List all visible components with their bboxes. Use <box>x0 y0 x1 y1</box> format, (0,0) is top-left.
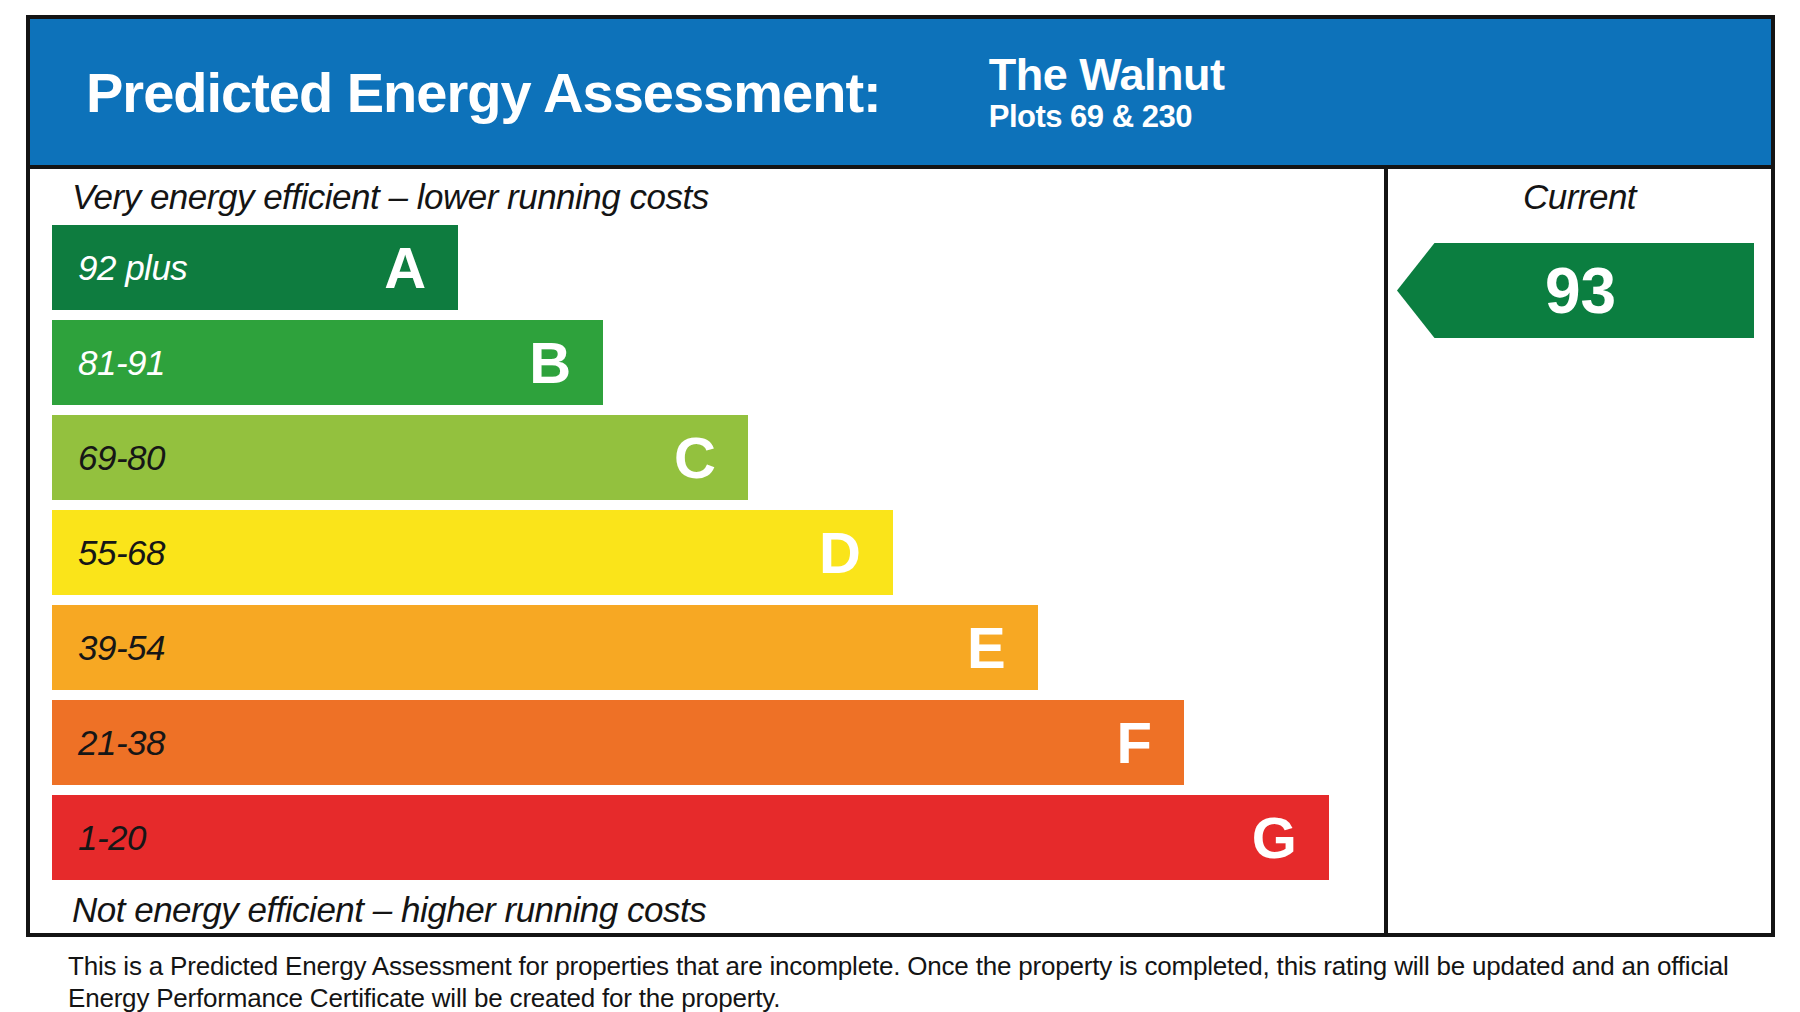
property-info: The Walnut Plots 69 & 230 <box>989 51 1225 133</box>
band-letter: F <box>1117 709 1184 776</box>
footer-note: This is a Predicted Energy Assessment fo… <box>68 950 1784 1012</box>
band-letter: C <box>674 424 748 491</box>
band-range-label: 21-38 <box>52 723 165 763</box>
rating-band-f: 21-38 F <box>52 700 1184 785</box>
rating-band-d: 55-68 D <box>52 510 893 595</box>
band-letter: E <box>967 614 1038 681</box>
rating-band-g: 1-20 G <box>52 795 1329 880</box>
certificate-header: Predicted Energy Assessment: The Walnut … <box>30 19 1771 169</box>
current-rating-arrow: 93 <box>1397 243 1754 338</box>
top-caption: Very energy efficient – lower running co… <box>72 177 1384 217</box>
band-letter: D <box>819 519 893 586</box>
band-range-label: 92 plus <box>52 248 187 288</box>
rating-bands: 92 plus A 81-91 B 69-80 C 55-68 D 39-54 … <box>30 225 1384 880</box>
band-range-label: 55-68 <box>52 533 165 573</box>
rating-band-b: 81-91 B <box>52 320 603 405</box>
current-rating-panel: Current 93 <box>1384 169 1771 933</box>
property-plots: Plots 69 & 230 <box>989 100 1225 133</box>
property-name: The Walnut <box>989 51 1225 100</box>
certificate-body: Very energy efficient – lower running co… <box>30 169 1771 933</box>
certificate-frame: Predicted Energy Assessment: The Walnut … <box>26 15 1775 937</box>
band-range-label: 1-20 <box>52 818 146 858</box>
predicted-energy-assessment: Predicted Energy Assessment: The Walnut … <box>0 0 1800 1012</box>
rating-scale-panel: Very energy efficient – lower running co… <box>30 169 1384 933</box>
band-range-label: 81-91 <box>52 343 165 383</box>
band-range-label: 69-80 <box>52 438 165 478</box>
current-rating-value: 93 <box>1535 254 1616 328</box>
rating-band-e: 39-54 E <box>52 605 1038 690</box>
band-range-label: 39-54 <box>52 628 165 668</box>
bottom-caption: Not energy efficient – higher running co… <box>72 890 1384 930</box>
rating-band-a: 92 plus A <box>52 225 458 310</box>
band-letter: A <box>384 234 458 301</box>
band-letter: G <box>1252 804 1329 871</box>
current-column-header: Current <box>1388 177 1771 217</box>
band-letter: B <box>529 329 603 396</box>
rating-band-c: 69-80 C <box>52 415 748 500</box>
page-title: Predicted Energy Assessment: <box>86 60 881 125</box>
